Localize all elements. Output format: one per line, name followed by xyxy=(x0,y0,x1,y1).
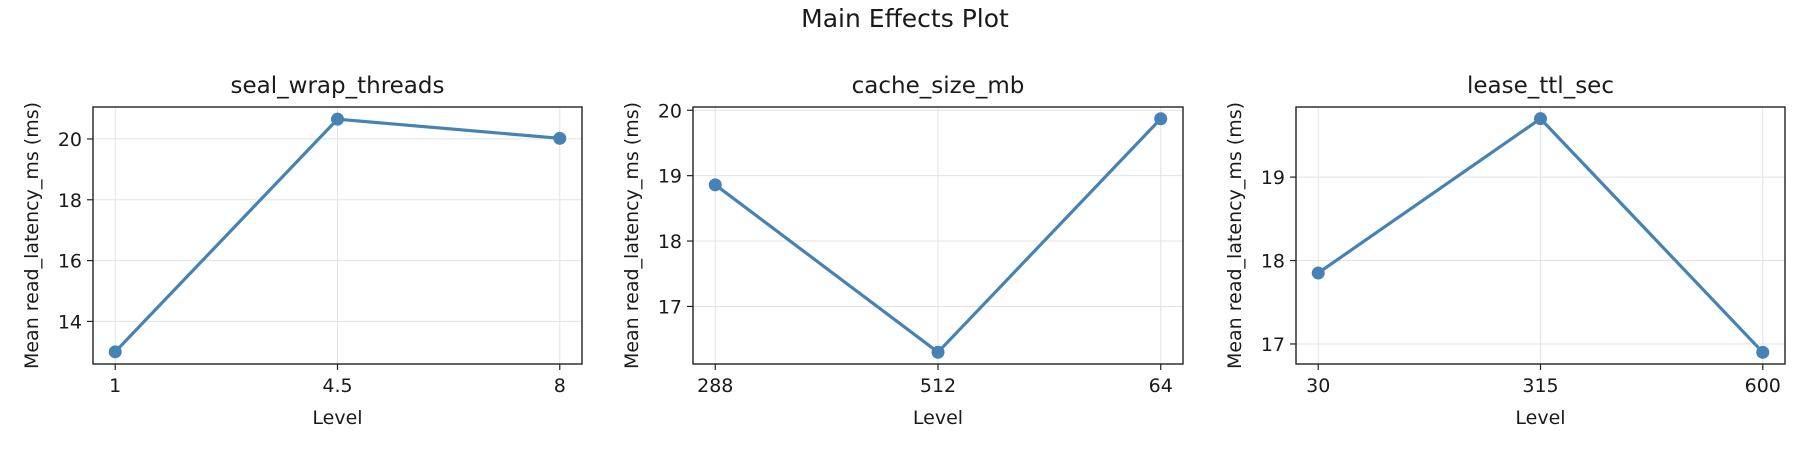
x-tick-label: 1 xyxy=(109,375,121,397)
x-tick-label: 30 xyxy=(1306,375,1330,397)
data-point xyxy=(109,345,122,358)
y-tick-label: 16 xyxy=(58,251,82,273)
y-axis-label: Mean read_latency_ms (ms) xyxy=(621,102,643,369)
y-axis-label: Mean read_latency_ms (ms) xyxy=(21,102,43,369)
y-tick-label: 19 xyxy=(1261,167,1285,189)
data-point xyxy=(331,113,344,126)
x-tick-label: 512 xyxy=(920,375,956,397)
x-axis-label: Level xyxy=(913,407,963,429)
data-point xyxy=(553,132,566,145)
data-point xyxy=(1534,112,1547,125)
y-tick-label: 19 xyxy=(658,166,682,188)
data-point xyxy=(709,178,722,191)
panel-title: cache_size_mb xyxy=(852,73,1025,99)
x-tick-label: 8 xyxy=(554,375,566,397)
x-axis-label: Level xyxy=(312,407,362,429)
x-tick-label: 315 xyxy=(1522,375,1558,397)
panels: 1 4.5 8 14 16 18 20 seal_wrap_threads Level Mean … xyxy=(21,73,1785,429)
y-tick-label: 18 xyxy=(58,190,82,212)
data-point xyxy=(1756,346,1769,359)
chart-panel-1: 1 4.5 8 14 16 18 20 seal_wrap_threads Level Mean … xyxy=(21,73,582,429)
data-point xyxy=(1154,112,1167,125)
chart-panel-3: 30 315 600 17 18 19 lease_ttl_sec Level Mean rea… xyxy=(1224,73,1785,429)
y-tick-label: 18 xyxy=(1261,251,1285,273)
y-tick-label: 14 xyxy=(58,311,82,333)
y-tick-label: 20 xyxy=(658,100,682,122)
y-axis-label: Mean read_latency_ms (ms) xyxy=(1224,102,1246,369)
x-tick-label: 4.5 xyxy=(322,375,352,397)
y-tick-label: 17 xyxy=(1261,334,1285,356)
chart-panel-2: 288 512 64 17 18 19 20 cache_size_mb Level Mean r… xyxy=(621,73,1183,429)
x-tick-label: 64 xyxy=(1149,375,1173,397)
figure-title: Main Effects Plot xyxy=(801,4,1009,33)
x-tick-label: 288 xyxy=(697,375,733,397)
y-tick-label: 20 xyxy=(58,129,82,151)
x-tick-label: 600 xyxy=(1745,375,1781,397)
y-tick-label: 17 xyxy=(658,296,682,318)
y-tick-label: 18 xyxy=(658,231,682,253)
data-point xyxy=(1312,267,1325,280)
panel-title: seal_wrap_threads xyxy=(231,73,445,99)
data-point xyxy=(932,346,945,359)
panel-title: lease_ttl_sec xyxy=(1467,73,1614,99)
x-axis-label: Level xyxy=(1515,407,1565,429)
